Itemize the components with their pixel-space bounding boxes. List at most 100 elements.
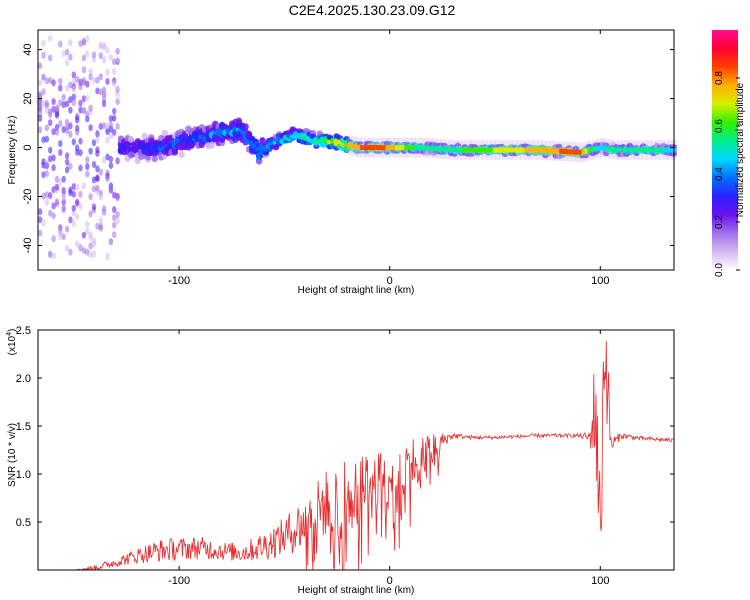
spectrogram-cell [151, 155, 158, 163]
spectrogram-cell [61, 50, 66, 58]
spectrogram-ridge [581, 149, 585, 155]
x-tick-label: 100 [591, 575, 609, 587]
spectrogram-ridge [638, 147, 642, 153]
spectrogram-cell [112, 67, 117, 75]
spectrogram-ridge [477, 147, 481, 153]
spectrogram-ridge [654, 147, 657, 153]
spectrogram-cell [75, 124, 80, 132]
spectrogram-cell [101, 56, 107, 64]
x-tick-label: 0 [387, 575, 393, 587]
spectrogram-cell [78, 106, 83, 114]
spectrogram-cell [178, 151, 185, 158]
spectrogram-cell [64, 244, 70, 252]
spectrogram-ridge [451, 147, 455, 153]
spectrogram-cell [101, 100, 107, 108]
colorbar-tick-label: 0.8 [714, 71, 725, 85]
spectrogram-cell [78, 149, 83, 157]
snr-x-label: Height of straight line (km) [298, 585, 415, 596]
spectrogram-cell [54, 175, 60, 183]
spectrogram-cell [61, 175, 66, 183]
spectrogram-cell [48, 111, 53, 119]
spectrogram-cell [108, 183, 114, 191]
spectrogram-cell [105, 69, 110, 76]
spectrogram-ridge [537, 147, 541, 153]
spectrogram-ridge [660, 147, 664, 153]
spectrogram-ridge [445, 147, 449, 152]
spectrogram-cell [127, 135, 135, 143]
spectrogram-cell [91, 203, 97, 211]
spectrogram-cell [48, 34, 53, 42]
spectrogram-cell [115, 56, 120, 64]
spectrogram-cell [41, 158, 46, 166]
spectrogram-ridge [657, 147, 661, 153]
spectrogram-cell [51, 252, 56, 260]
spectrogram-ridge [543, 147, 547, 153]
spectrogram-cell [105, 78, 110, 85]
spectrogram-cell [98, 168, 104, 176]
spectrogram-ridge [496, 147, 499, 153]
spectrogram-cell [75, 240, 80, 248]
spectrogram-ridge [641, 147, 645, 153]
spectrogram-cell [115, 122, 120, 130]
spectrogram-cell [272, 145, 280, 151]
spectrogram-cell [98, 193, 104, 201]
spectrogram-ridge [616, 147, 620, 153]
snr-plot-area [38, 330, 674, 570]
spectrogram-ridge [527, 147, 531, 153]
spectrogram-ridge [524, 147, 528, 153]
spectrogram-cell [105, 253, 110, 260]
spectrogram-cell [44, 107, 49, 115]
snr-exponent-label: (x104) [6, 329, 18, 356]
spectrogram-cell [91, 240, 97, 248]
spectrogram-cell [51, 79, 56, 87]
spectrogram-cell [41, 192, 46, 200]
y-tick-label: -20 [22, 189, 34, 205]
spectrogram-cell [91, 250, 97, 258]
spectrogram-cell [85, 110, 90, 118]
spectrogram-cell [242, 123, 249, 131]
spectrogram-ridge [556, 148, 560, 154]
spectrogram-ridge [360, 145, 364, 150]
spectrogram-cell [105, 128, 110, 136]
spectrogram-cell [85, 94, 90, 102]
spectrogram-ridge [350, 143, 354, 149]
spectrogram-cell [85, 80, 90, 88]
spectrogram-cell [68, 96, 73, 104]
spectrogram-cell [85, 170, 90, 178]
spectrogram-cell [51, 128, 56, 136]
spectrogram-cell [51, 105, 56, 113]
spectrogram-cell [81, 107, 87, 115]
spectrogram-cell [58, 178, 63, 186]
spectrogram-cell [105, 122, 110, 130]
spectrogram-cell [112, 58, 117, 66]
spectrogram-cell [112, 191, 117, 199]
spectrogram-cell [112, 214, 117, 222]
spectrogram-ridge [540, 147, 544, 153]
spectrogram-cell [44, 198, 49, 206]
spectrogram-cell [51, 186, 56, 193]
spectrogram-cell [37, 98, 43, 106]
spectrogram-cell [78, 243, 83, 251]
spectrogram-cell [64, 84, 70, 92]
spectrogram-ridge [483, 147, 487, 153]
spectrogram-ridge [404, 145, 408, 150]
colorbar-tick-label: 0.0 [714, 263, 725, 277]
spectrogram-cell [58, 77, 63, 85]
spectrogram-cell [95, 130, 100, 138]
spectrogram-cell [64, 48, 70, 56]
snr-x-ticks: -100 0 100 [168, 330, 609, 587]
spectrogram-cell [108, 115, 114, 123]
spectrogram-cell [101, 208, 107, 216]
spectrogram-ridge [372, 145, 376, 150]
spectrogram-ridge [366, 145, 370, 150]
spectrogram-cell [112, 107, 117, 115]
spectrogram-cell [61, 204, 66, 212]
spectrogram-cell [75, 113, 80, 121]
spectrogram-cell [41, 171, 46, 179]
spectrogram-panel: -100 0 100 -40 -20 0 20 40 Height of straight … [7, 29, 677, 296]
spectrogram-cell [112, 206, 117, 214]
snr-y-ticks: 0.5 1.0 1.5 2.0 2.5 [16, 325, 674, 529]
spectrogram-cell [51, 154, 56, 162]
spectrogram-cell [81, 79, 87, 87]
spectrogram-cell [95, 184, 100, 192]
